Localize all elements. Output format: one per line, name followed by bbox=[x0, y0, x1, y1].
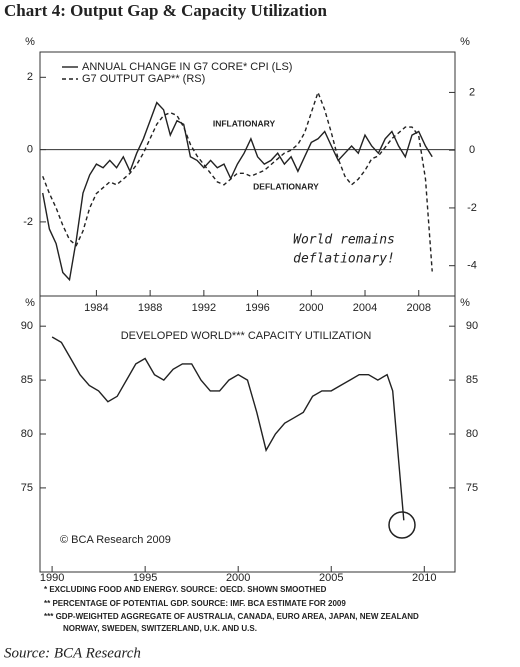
y2-unit-label: % bbox=[460, 36, 470, 48]
x-tick-label: 2008 bbox=[406, 302, 430, 314]
y2-unit-label: % bbox=[460, 297, 470, 309]
x-tick-label: 1995 bbox=[133, 572, 157, 584]
copyright: © BCA Research 2009 bbox=[60, 534, 171, 546]
panel-title: DEVELOPED WORLD*** CAPACITY UTILIZATION bbox=[121, 330, 372, 342]
x-tick-label: 2004 bbox=[353, 302, 377, 314]
y-tick-label: 0 bbox=[27, 144, 33, 156]
y-tick-label: 2 bbox=[27, 71, 33, 83]
footnote: *** GDP-WEIGHTED AGGREGATE OF AUSTRALIA,… bbox=[44, 612, 419, 621]
y-tick-label: -2 bbox=[23, 216, 33, 228]
y2-tick-label: -4 bbox=[467, 260, 477, 272]
x-tick-label: 1990 bbox=[40, 572, 64, 584]
x-tick-label: 2010 bbox=[412, 572, 436, 584]
x-tick-label: 2005 bbox=[319, 572, 343, 584]
x-tick-label: 1988 bbox=[138, 302, 162, 314]
y-tick-label: 75 bbox=[21, 482, 33, 494]
series-line bbox=[51, 336, 405, 521]
annotation: DEFLATIONARY bbox=[253, 181, 319, 191]
highlight-circle bbox=[388, 511, 416, 539]
y-unit-label: % bbox=[25, 297, 35, 309]
y-tick-label: 90 bbox=[21, 320, 33, 332]
y2-tick-label: 85 bbox=[466, 374, 478, 386]
y2-tick-label: 80 bbox=[466, 428, 478, 440]
annotation: INFLATIONARY bbox=[213, 118, 276, 128]
x-tick-label: 2000 bbox=[226, 572, 250, 584]
series-line bbox=[42, 90, 433, 272]
x-tick-label: 1984 bbox=[84, 302, 108, 314]
footnote: * EXCLUDING FOOD AND ENERGY. SOURCE: OEC… bbox=[44, 585, 327, 594]
y2-tick-label: -2 bbox=[467, 202, 477, 214]
x-tick-label: 2000 bbox=[299, 302, 323, 314]
legend-label: G7 OUTPUT GAP** (RS) bbox=[82, 73, 205, 85]
y2-tick-label: 75 bbox=[466, 482, 478, 494]
x-tick-label: 1996 bbox=[245, 302, 269, 314]
y-unit-label: % bbox=[25, 36, 35, 48]
x-tick-label: 1992 bbox=[192, 302, 216, 314]
legend-label: ANNUAL CHANGE IN G7 CORE* CPI (LS) bbox=[82, 61, 292, 73]
y-tick-label: 85 bbox=[21, 374, 33, 386]
y2-tick-label: 2 bbox=[469, 86, 475, 98]
series-line bbox=[42, 101, 433, 282]
y2-tick-label: 0 bbox=[469, 144, 475, 156]
frame bbox=[39, 51, 456, 573]
y2-tick-label: 90 bbox=[466, 320, 478, 332]
source: Source: BCA Research bbox=[4, 645, 141, 661]
annotation: deflationary! bbox=[293, 252, 395, 267]
footnote: ** PERCENTAGE OF POTENTIAL GDP. SOURCE: … bbox=[44, 599, 346, 608]
chart-title: Chart 4: Output Gap & Capacity Utilizati… bbox=[4, 1, 328, 20]
footnote: NORWAY, SWEDEN, SWITZERLAND, U.K. AND U.… bbox=[63, 624, 257, 633]
annotation: World remains bbox=[293, 233, 395, 248]
y-tick-label: 80 bbox=[21, 428, 33, 440]
